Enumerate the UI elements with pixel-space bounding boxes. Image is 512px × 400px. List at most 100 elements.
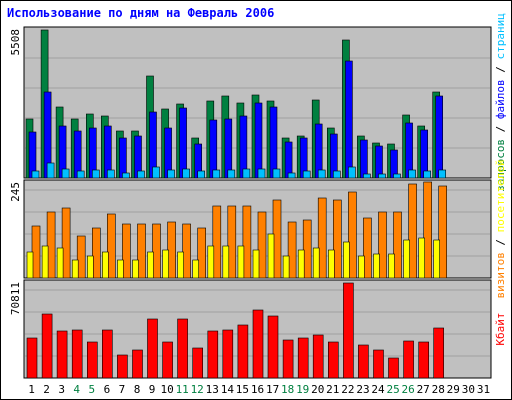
panel-requests-axis-label: запросов / файлов / страниц: [494, 13, 507, 192]
x-axis-labels: 1 2 3 4 5 6 7 8 9 10 11 12 13 14 15 16 17 18 19 20 21 22 23 24 2…: [28, 383, 490, 396]
panel-requests: 5508 запросов / файлов / страниц: [9, 13, 507, 192]
x-tick-label: 15: [236, 383, 249, 396]
bar-visits-посетителей: [117, 259, 124, 279]
axis-label-part: посетителей: [494, 159, 507, 232]
x-tick-label: 18: [281, 383, 294, 396]
bar-visits-посетителей: [222, 245, 230, 279]
bar-visits-визитов: [152, 223, 161, 279]
x-tick-label: 16: [251, 383, 264, 396]
bar-visits-посетителей: [102, 251, 109, 279]
bar-traffic-Кбайт: [297, 337, 309, 379]
bar-requests-страниц: [272, 168, 281, 179]
bar-requests-страниц: [152, 166, 160, 179]
bar-visits-посетителей: [192, 259, 199, 279]
bar-visits-визитов: [257, 211, 267, 279]
bar-traffic-Кбайт: [147, 318, 158, 379]
bar-requests-страниц: [332, 170, 341, 179]
bar-visits-посетителей: [403, 239, 410, 279]
bar-traffic-Кбайт: [343, 282, 354, 379]
bar-requests-страниц: [31, 170, 40, 179]
bar-visits-посетителей: [267, 233, 275, 279]
bar-visits-посетителей: [312, 247, 320, 279]
bar-requests-страниц: [408, 169, 416, 179]
x-tick-label: 28: [432, 383, 445, 396]
x-tick-label: 17: [266, 383, 279, 396]
bar-traffic-Кбайт: [102, 329, 113, 379]
bar-requests-страниц: [242, 168, 251, 179]
bar-requests-страниц: [197, 170, 205, 179]
x-tick-label: 9: [149, 383, 156, 396]
bar-requests-файлов: [284, 141, 293, 179]
panel-requests-max-label: 5508: [9, 29, 22, 56]
x-tick-label: 27: [417, 383, 430, 396]
bar-traffic-Кбайт: [87, 341, 98, 379]
bar-visits-визитов: [122, 223, 131, 279]
x-tick-label: 31: [477, 383, 490, 396]
bar-visits-посетителей: [237, 245, 245, 279]
bar-visits-посетителей: [327, 249, 335, 279]
bar-traffic-Кбайт: [222, 329, 234, 379]
bar-visits-визитов: [423, 181, 433, 279]
bar-traffic-Кбайт: [267, 315, 279, 379]
bar-traffic-Кбайт: [132, 349, 143, 379]
bar-traffic-Кбайт: [56, 330, 68, 379]
bar-visits-визитов: [227, 205, 237, 279]
bar-visits-визитов: [438, 185, 448, 279]
bar-requests-страниц: [302, 170, 311, 179]
bar-visits-посетителей: [177, 251, 184, 279]
bar-visits-посетителей: [207, 245, 215, 279]
bar-requests-страниц: [287, 172, 296, 179]
panel-traffic-axis-label: Кбайт: [494, 312, 507, 345]
x-tick-label: 24: [371, 383, 385, 396]
bar-requests-файлов: [375, 145, 383, 179]
bar-visits-посетителей: [343, 241, 350, 279]
bar-traffic-Кбайт: [403, 340, 414, 379]
bar-visits-визитов: [242, 205, 252, 279]
bar-traffic-Кбайт: [237, 324, 249, 379]
x-tick-label: 20: [311, 383, 324, 396]
bar-traffic-Кбайт: [252, 309, 264, 379]
panel-visits-max-label: 245: [9, 182, 22, 202]
bar-visits-посетителей: [358, 255, 365, 279]
bar-visits-визитов: [107, 213, 116, 279]
bar-requests-страниц: [92, 169, 100, 179]
x-tick-label: 25: [386, 383, 399, 396]
bar-requests-страниц: [122, 172, 130, 179]
x-tick-label: 19: [296, 383, 309, 396]
bar-visits-посетителей: [373, 253, 380, 279]
x-tick-label: 14: [221, 383, 235, 396]
x-tick-label: 5: [88, 383, 95, 396]
bar-requests-страниц: [257, 168, 266, 179]
bar-traffic-Кбайт: [26, 337, 38, 379]
bar-traffic-Кбайт: [373, 349, 384, 379]
bar-traffic-Кбайт: [312, 334, 324, 379]
bar-visits-визитов: [363, 217, 372, 279]
bar-requests-файлов: [269, 106, 278, 179]
bar-requests-страниц: [317, 169, 326, 179]
bar-requests-файлов: [239, 115, 248, 179]
bar-visits-визитов: [287, 221, 297, 279]
bar-visits-визитов: [197, 227, 206, 279]
panel-visits: 245 визитов / посетителей: [9, 159, 507, 298]
bar-visits-посетителей: [132, 259, 139, 279]
bar-visits-посетителей: [56, 247, 64, 279]
bar-traffic-Кбайт: [433, 327, 445, 379]
bar-visits-визитов: [332, 199, 342, 279]
bar-requests-страниц: [227, 169, 236, 179]
bar-traffic-Кбайт: [388, 357, 399, 379]
x-tick-label: 12: [191, 383, 204, 396]
bar-visits-посетителей: [162, 249, 169, 279]
bar-requests-файлов: [224, 118, 233, 179]
axis-label-part: Кбайт: [494, 312, 507, 345]
bar-requests-страниц: [76, 170, 85, 179]
panel-visits-axis-label: визитов / посетителей: [494, 159, 507, 298]
bar-visits-визитов: [408, 183, 417, 279]
bar-visits-визитов: [302, 219, 312, 279]
x-tick-label: 7: [119, 383, 126, 396]
axis-label-part: /: [494, 59, 507, 79]
bar-traffic-Кбайт: [117, 354, 128, 379]
x-tick-label: 30: [462, 383, 475, 396]
bar-requests-страниц: [61, 168, 70, 179]
bar-requests-страниц: [137, 170, 145, 179]
